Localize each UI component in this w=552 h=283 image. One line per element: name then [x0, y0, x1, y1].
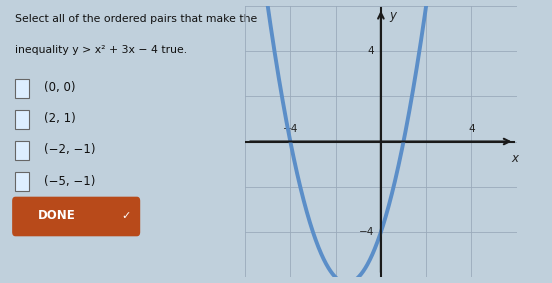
Text: 4: 4: [468, 124, 475, 134]
Text: (−2, −1): (−2, −1): [44, 143, 95, 156]
Text: 4: 4: [368, 46, 374, 56]
Text: ✓: ✓: [121, 211, 131, 221]
FancyBboxPatch shape: [15, 110, 29, 129]
FancyBboxPatch shape: [15, 141, 29, 160]
FancyBboxPatch shape: [15, 79, 29, 98]
Text: (2, 1): (2, 1): [44, 112, 76, 125]
Text: x: x: [511, 152, 518, 165]
Text: (−5, −1): (−5, −1): [44, 175, 95, 188]
FancyBboxPatch shape: [12, 197, 140, 236]
Text: (0, 0): (0, 0): [44, 81, 76, 94]
FancyBboxPatch shape: [15, 172, 29, 191]
Text: −4: −4: [283, 124, 298, 134]
Text: Select all of the ordered pairs that make the: Select all of the ordered pairs that mak…: [15, 14, 258, 24]
Text: −4: −4: [359, 227, 374, 237]
Text: DONE: DONE: [38, 209, 75, 222]
Text: inequality y > x² + 3x − 4 true.: inequality y > x² + 3x − 4 true.: [15, 45, 188, 55]
Text: y: y: [389, 9, 396, 22]
